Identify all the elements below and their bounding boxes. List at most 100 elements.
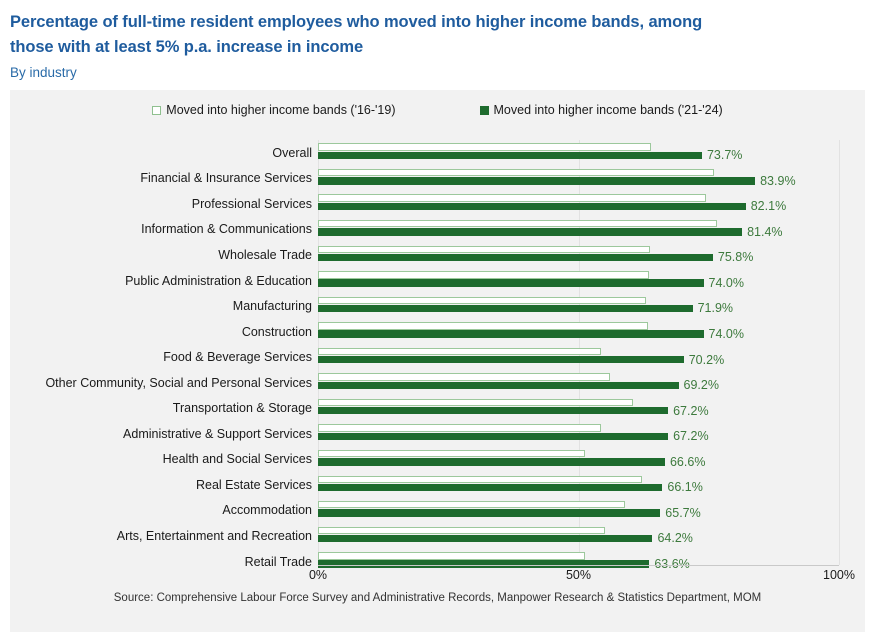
bar-value-label: 73.7% xyxy=(706,148,743,163)
bar-dark-2021-2024[interactable] xyxy=(318,407,669,415)
bar-light-2016-2019[interactable] xyxy=(318,245,650,253)
bar-row: Professional Services 82.1% xyxy=(10,191,865,217)
source-note: Source: Comprehensive Labour Force Surve… xyxy=(113,592,762,604)
bar-dark-2021-2024[interactable] xyxy=(318,534,653,543)
bar-row: Other Community, Social and Personal Ser… xyxy=(10,370,865,396)
bar-value-label: 66.6% xyxy=(669,454,706,469)
category-label: Construction xyxy=(241,324,312,339)
bar-dark-2021-2024[interactable] xyxy=(318,381,679,389)
bar-dark-2021-2024[interactable] xyxy=(318,458,665,466)
bar-value-label: 63.6% xyxy=(654,556,690,571)
bar-group: 83.9% xyxy=(318,166,839,192)
bar-group: 63.6% xyxy=(318,549,839,575)
bar-row: Food & Beverage Services 70.2% xyxy=(10,344,865,370)
bar-light-2016-2019[interactable] xyxy=(318,194,707,202)
bar-value-label: 69.2% xyxy=(683,378,719,393)
legend-item-1[interactable]: Moved into higher income bands ('21-'24) xyxy=(479,103,723,117)
x-tick-50: 50% xyxy=(565,568,592,582)
category-label: Other Community, Social and Personal Ser… xyxy=(45,375,312,390)
bar-group: 71.9% xyxy=(318,293,839,319)
category-label: Arts, Entertainment and Recreation xyxy=(116,528,312,543)
bar-value-label: 71.9% xyxy=(697,301,734,316)
bar-light-2016-2019[interactable] xyxy=(318,449,585,458)
bar-group: 74.0% xyxy=(318,319,839,345)
category-label: Food & Beverage Services xyxy=(163,350,312,365)
chart-header: Percentage of full-time resident employe… xyxy=(10,10,865,82)
axis-line xyxy=(318,565,839,566)
bar-row: Arts, Entertainment and Recreation 64.2% xyxy=(10,523,865,549)
category-label: Health and Social Services xyxy=(162,452,312,467)
legend-item-0[interactable]: Moved into higher income bands ('16-'19) xyxy=(152,103,396,117)
bar-row: Accommodation 65.7% xyxy=(10,498,865,524)
bar-light-2016-2019[interactable] xyxy=(318,168,714,177)
bar-light-2016-2019[interactable] xyxy=(318,373,610,381)
bar-value-label: 67.2% xyxy=(673,403,709,418)
bar-group: 67.2% xyxy=(318,395,839,421)
bar-dark-2021-2024[interactable] xyxy=(318,355,684,364)
chart-panel: Moved into higher income bands ('16-'19)… xyxy=(10,90,865,632)
bar-value-label: 67.2% xyxy=(673,429,709,444)
bar-group: 81.4% xyxy=(318,217,839,243)
bar-light-2016-2019[interactable] xyxy=(318,271,649,279)
legend-label: Moved into higher income bands ('16-'19) xyxy=(166,103,396,117)
bar-light-2016-2019[interactable] xyxy=(318,526,605,534)
bar-row: Real Estate Services 66.1% xyxy=(10,472,865,498)
bar-light-2016-2019[interactable] xyxy=(318,220,717,228)
bar-value-label: 66.1% xyxy=(667,480,703,495)
bar-group: 70.2% xyxy=(318,344,839,370)
bar-dark-2021-2024[interactable] xyxy=(318,483,663,492)
category-label: Professional Services xyxy=(191,196,312,211)
bar-light-2016-2019[interactable] xyxy=(318,552,585,560)
bar-light-2016-2019[interactable] xyxy=(318,501,626,509)
bar-dark-2021-2024[interactable] xyxy=(318,253,713,262)
bar-dark-2021-2024[interactable] xyxy=(318,228,743,236)
category-label: Real Estate Services xyxy=(195,477,312,492)
page-title: Percentage of full-time resident employe… xyxy=(10,13,703,56)
bar-light-2016-2019[interactable] xyxy=(318,398,634,407)
legend-swatch-icon xyxy=(479,105,489,115)
bar-row: Wholesale Trade 75.8% xyxy=(10,242,865,268)
bar-row: Retail Trade 63.6% xyxy=(10,549,865,575)
bar-group: 69.2% xyxy=(318,370,839,396)
legend-swatch-icon xyxy=(152,105,162,115)
bar-row: Financial & Insurance Services 83.9% xyxy=(10,166,865,192)
bar-row: Transportation & Storage 67.2% xyxy=(10,395,865,421)
bar-dark-2021-2024[interactable] xyxy=(318,560,650,568)
bar-group: 67.2% xyxy=(318,421,839,447)
bar-value-label: 83.9% xyxy=(760,173,796,188)
gridline-100 xyxy=(839,140,840,565)
category-label: Manufacturing xyxy=(232,299,312,314)
bar-dark-2021-2024[interactable] xyxy=(318,202,746,211)
bar-value-label: 81.4% xyxy=(747,224,783,239)
bar-value-label: 74.0% xyxy=(708,327,744,342)
bar-light-2016-2019[interactable] xyxy=(318,475,643,483)
bar-value-label: 70.2% xyxy=(688,352,725,367)
bar-group: 75.8% xyxy=(318,242,839,268)
bar-group: 64.2% xyxy=(318,523,839,549)
bar-dark-2021-2024[interactable] xyxy=(318,330,704,338)
bar-dark-2021-2024[interactable] xyxy=(318,151,702,159)
bar-dark-2021-2024[interactable] xyxy=(318,279,704,287)
bar-light-2016-2019[interactable] xyxy=(318,424,601,432)
category-label: Overall xyxy=(272,145,312,160)
bar-dark-2021-2024[interactable] xyxy=(318,432,669,440)
bar-value-label: 75.8% xyxy=(717,250,754,265)
bar-dark-2021-2024[interactable] xyxy=(318,304,693,313)
bar-dark-2021-2024[interactable] xyxy=(318,177,756,185)
plot-area: Overall 73.7% Financial & Insurance Servic… xyxy=(10,140,865,588)
bar-light-2016-2019[interactable] xyxy=(318,347,601,356)
bar-group: 66.1% xyxy=(318,472,839,498)
category-label: Transportation & Storage xyxy=(172,401,312,416)
bar-light-2016-2019[interactable] xyxy=(318,322,649,330)
x-tick-100: 100% xyxy=(823,568,855,582)
category-label: Retail Trade xyxy=(244,554,312,569)
category-label: Public Administration & Education xyxy=(125,273,312,288)
bar-dark-2021-2024[interactable] xyxy=(318,509,661,517)
bar-light-2016-2019[interactable] xyxy=(318,143,652,151)
bar-value-label: 74.0% xyxy=(708,275,744,290)
bar-group: 65.7% xyxy=(318,498,839,524)
category-label: Financial & Insurance Services xyxy=(140,171,312,186)
bar-rows: Overall 73.7% Financial & Insurance Servic… xyxy=(10,140,865,574)
bar-light-2016-2019[interactable] xyxy=(318,296,646,305)
